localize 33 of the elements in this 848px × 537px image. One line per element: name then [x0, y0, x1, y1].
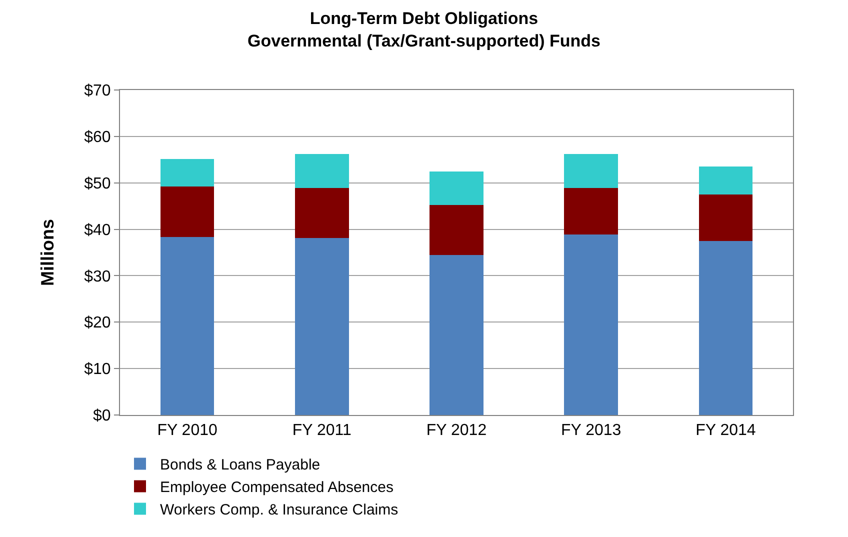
bar [430, 172, 484, 206]
y-axis-title: Millions [37, 219, 58, 286]
bar [430, 205, 484, 255]
bar [294, 154, 349, 188]
x-tick-label: FY 2012 [426, 422, 487, 440]
chart-title: Long-Term Debt Obligations Governmental (Tax/Grant-supported) Funds [248, 9, 600, 50]
x-tick-label: FY 2013 [561, 422, 622, 440]
y-tick-label: $0 [93, 408, 111, 425]
bar [698, 166, 753, 194]
y-tick-label: $10 [84, 361, 111, 378]
y-tick-label: $70 [84, 82, 111, 100]
bar [294, 238, 349, 415]
bar [160, 237, 214, 415]
bar [294, 188, 349, 238]
legend-label: Bonds & Loans Payable [160, 456, 320, 474]
x-tick-label: FY 2011 [292, 422, 352, 440]
y-tick-label: $30 [84, 268, 111, 286]
bar [698, 240, 753, 415]
bar [430, 254, 484, 415]
bar [160, 186, 214, 238]
y-tick-label: $60 [84, 129, 111, 146]
y-tick-label: $40 [84, 222, 111, 239]
bar [564, 188, 618, 234]
bar [564, 154, 618, 188]
y-tick-label: $50 [84, 175, 111, 192]
bar [160, 159, 214, 187]
legend-label: Employee Compensated Absences [160, 479, 394, 496]
x-tick-label: FY 2010 [157, 422, 218, 440]
bar [698, 194, 753, 241]
legend-label: Workers Comp. & Insurance Claims [160, 502, 398, 519]
bar [564, 234, 618, 415]
x-tick-label: FY 2014 [696, 422, 756, 440]
y-tick-label: $20 [84, 314, 111, 332]
